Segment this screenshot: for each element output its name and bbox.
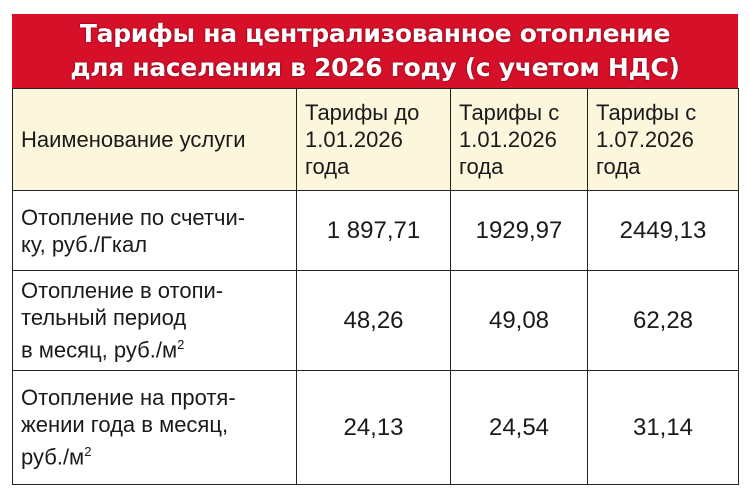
name-line-text: руб./м — [21, 444, 85, 470]
value-cell: 1929,97 — [450, 190, 588, 271]
value-cell: 24,54 — [450, 370, 588, 485]
service-name: Отопление по счетчи-ку, руб./Гкал — [12, 190, 297, 271]
name-line-text: в месяц, руб./м — [21, 337, 178, 363]
name-line: Отопление по счетчи- — [21, 204, 246, 230]
unit-superscript: 2 — [84, 444, 92, 460]
header-row: Наименование услуги Тарифы до 1.01.2026 … — [12, 88, 739, 191]
name-line: Отопление на протя- — [21, 385, 236, 411]
service-name: Отопление в отопи-тельный период в месяц,… — [12, 270, 297, 371]
table-row: Отопление по счетчи-ку, руб./Гкал 1 897,… — [12, 190, 739, 271]
title-line: Тарифы на централизованное отопление — [79, 19, 671, 48]
header-cell: Тарифы с 1.07.2026 года — [587, 88, 739, 191]
value-cell: 48,26 — [296, 270, 451, 371]
value-cell: 31,14 — [587, 370, 739, 485]
name-line: жении года в месяц, — [21, 412, 229, 438]
tariff-table-card: Тарифы на централизованное отопление для… — [12, 14, 739, 485]
header-cell: Тарифы с 1.01.2026 года — [450, 88, 588, 191]
table-title: Тарифы на централизованное отопление для… — [12, 14, 738, 88]
name-line: тельный период — [21, 305, 187, 331]
name-line: руб./м2 — [21, 438, 288, 470]
name-line: ку, руб./Гкал — [21, 231, 148, 257]
value-cell: 1 897,71 — [296, 190, 451, 271]
name-line: в месяц, руб./м2 — [21, 331, 288, 363]
table-row: Отопление в отопи-тельный период в месяц,… — [12, 270, 739, 371]
value-cell: 49,08 — [450, 270, 588, 371]
value-cell: 24,13 — [296, 370, 451, 485]
value-cell: 62,28 — [587, 270, 739, 371]
table-row: Отопление на протя-жении года в месяц, ру… — [12, 370, 739, 485]
header-cell: Тарифы до 1.01.2026 года — [296, 88, 451, 191]
tariff-table: Наименование услуги Тарифы до 1.01.2026 … — [12, 88, 739, 485]
name-line: Отопление в отопи- — [21, 278, 224, 304]
value-cell: 2449,13 — [587, 190, 739, 271]
unit-superscript: 2 — [177, 337, 185, 353]
service-name: Отопление на протя-жении года в месяц, ру… — [12, 370, 297, 485]
header-cell: Наименование услуги — [12, 88, 297, 191]
title-line: для населения в 2026 году (с учетом НДС) — [70, 53, 680, 82]
